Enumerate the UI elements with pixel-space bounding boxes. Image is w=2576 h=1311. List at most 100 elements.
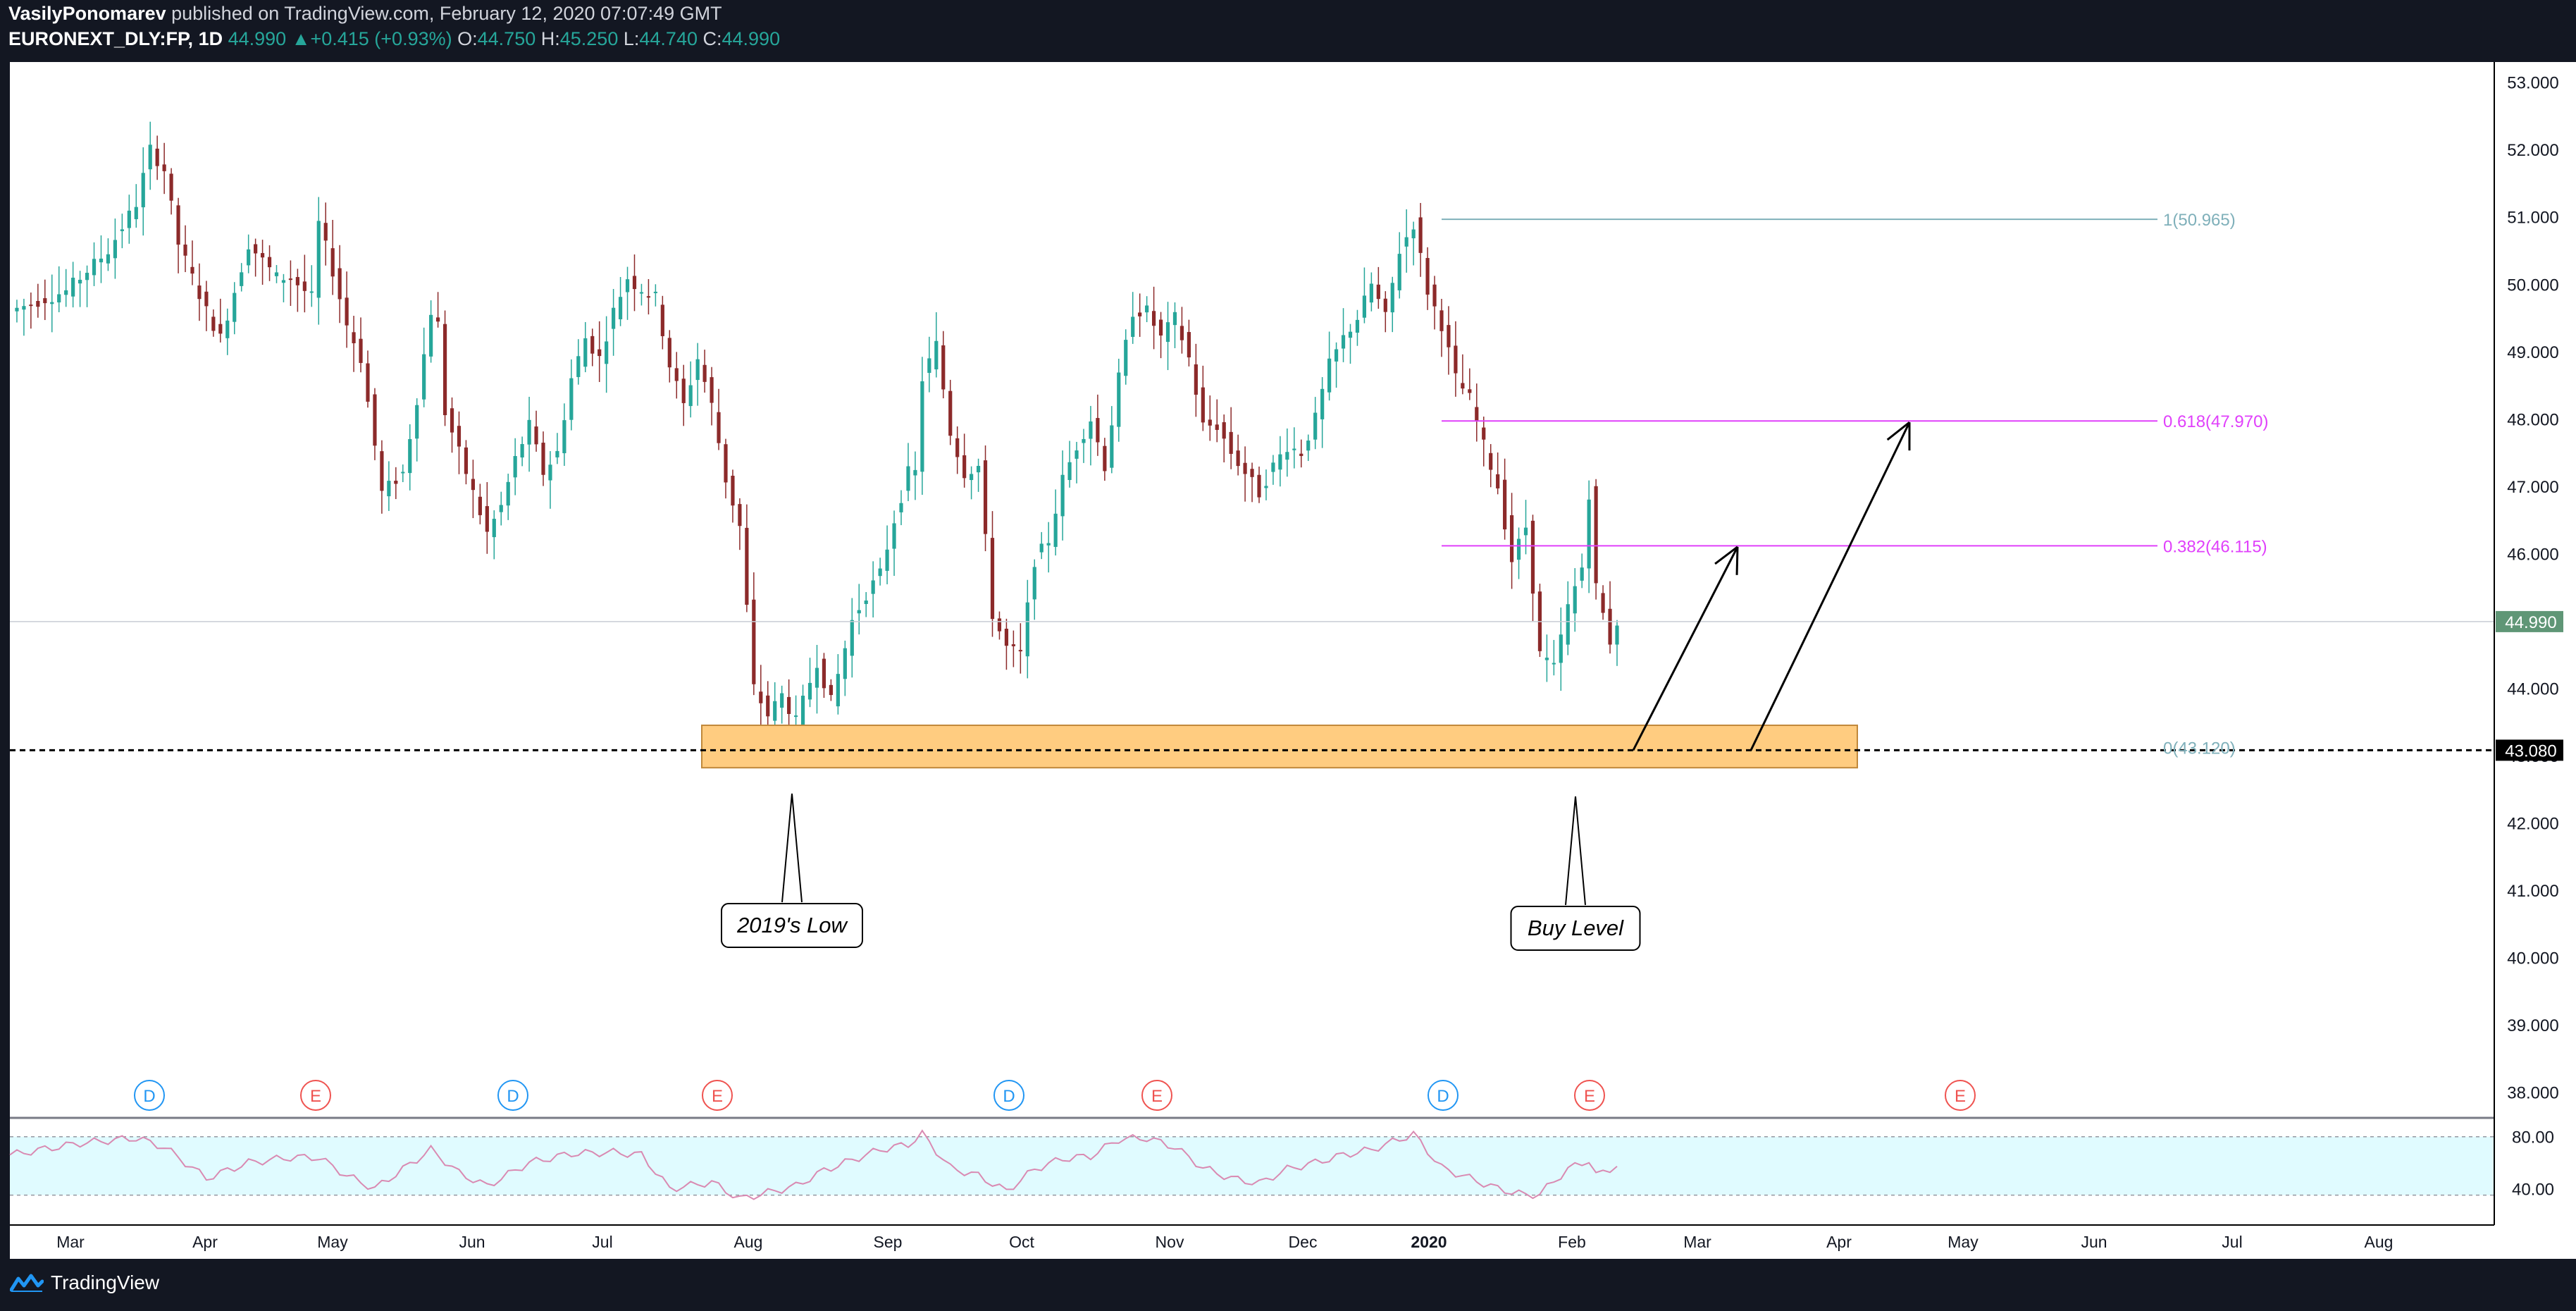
candle-body: [527, 419, 531, 445]
x-tick-label: Dec: [1289, 1233, 1318, 1251]
candle-body: [190, 266, 194, 274]
candle-body: [1320, 388, 1325, 419]
candle-body: [1194, 364, 1198, 395]
earnings-marker[interactable]: [1574, 1080, 1605, 1111]
candle-body: [442, 324, 447, 416]
candle-body: [43, 298, 47, 304]
candle-body: [1552, 663, 1556, 665]
candle-body: [583, 338, 588, 367]
candle-body: [1369, 283, 1373, 303]
candle-body: [983, 460, 988, 534]
rsi-line[interactable]: [9, 1129, 1618, 1200]
x-tick-label: Oct: [1009, 1233, 1034, 1251]
earnings-marker[interactable]: [1945, 1080, 1976, 1111]
dividend-marker[interactable]: [1428, 1080, 1459, 1111]
callout-box[interactable]: [1510, 906, 1641, 951]
projection-arrow[interactable]: [1632, 546, 1739, 751]
y-tick-label: 38.000: [2507, 1084, 2558, 1103]
candle-body: [759, 691, 763, 703]
candle-body: [1257, 474, 1261, 498]
brand-label: TradingView: [51, 1272, 160, 1293]
candle-body: [766, 695, 770, 717]
callout-pointer: [1565, 796, 1586, 906]
chart-header: VasilyPonomarev published on TradingView…: [0, 0, 2576, 62]
projection-arrow[interactable]: [1750, 421, 1911, 751]
candle-body: [197, 285, 202, 300]
x-tick-label: Mar: [1683, 1233, 1711, 1251]
candle-body: [127, 210, 131, 228]
tradingview-brand[interactable]: TradingView: [10, 1272, 159, 1294]
candle-body: [1075, 450, 1079, 459]
candle-body: [752, 599, 756, 684]
candle-body: [373, 394, 377, 446]
x-tick-label: 2020: [1411, 1233, 1447, 1251]
dividend-marker[interactable]: [993, 1080, 1024, 1111]
candle-body: [254, 244, 258, 254]
candle-body: [906, 466, 910, 491]
price-chart[interactable]: 53.000 52.000 51.000 50.000 49.000 48.000 47.0…: [0, 62, 2576, 1259]
candle-body: [176, 205, 180, 245]
earnings-marker[interactable]: [702, 1080, 733, 1111]
price-axis[interactable]: [2494, 62, 2576, 1259]
y-tick-label: 48.000: [2507, 410, 2558, 429]
candle-body: [990, 538, 995, 620]
candle-body: [64, 290, 68, 295]
earnings-marker[interactable]: [300, 1080, 331, 1111]
candle-body: [892, 523, 896, 549]
callout-box[interactable]: [721, 903, 863, 948]
candle-body: [1089, 421, 1093, 439]
candle-body: [955, 438, 960, 457]
rsi-tick-label: 80.00: [2512, 1128, 2554, 1147]
candle-body: [800, 696, 805, 727]
candle-body: [309, 291, 314, 293]
arrow-head: [1714, 546, 1738, 565]
dividend-marker[interactable]: [134, 1080, 165, 1111]
arrow-head: [1886, 421, 1910, 441]
candle-body: [829, 684, 834, 696]
candle-body: [141, 173, 145, 208]
candle-body: [183, 244, 187, 256]
dividend-letter: D: [143, 1087, 155, 1106]
candle-body: [857, 610, 861, 614]
high-label: H:: [540, 28, 560, 49]
candle-body: [1404, 237, 1408, 247]
candle-body: [1425, 258, 1430, 295]
candle-body: [1334, 349, 1339, 362]
plot-background: [10, 62, 2494, 1259]
candle-body: [506, 481, 510, 506]
candle-body: [240, 272, 244, 286]
candle-body: [997, 618, 1002, 632]
last-price-badge: [2496, 610, 2563, 632]
fib-label: 0.618(47.970): [2163, 412, 2268, 431]
time-axis[interactable]: [10, 1225, 2494, 1259]
publish-info: VasilyPonomarev published on TradingView…: [8, 3, 722, 25]
candle-body: [807, 682, 812, 700]
buy-zone[interactable]: [701, 725, 1858, 769]
candle-body: [211, 316, 216, 331]
up-arrow-icon: ▲: [291, 28, 311, 49]
symbol-label[interactable]: EURONEXT_DLY:FP, 1D: [8, 28, 223, 49]
candle-body: [78, 279, 82, 284]
candle-body: [387, 481, 391, 497]
candle-body: [29, 304, 33, 307]
candle-body: [927, 358, 931, 374]
candle-body: [267, 257, 272, 268]
candle-body: [548, 464, 552, 481]
candle-body: [169, 173, 173, 201]
x-tick-label: Mar: [56, 1233, 85, 1251]
x-tick-label: May: [1948, 1233, 1979, 1251]
author-name[interactable]: VasilyPonomarev: [8, 3, 166, 24]
candle-body: [674, 368, 679, 381]
candle-body: [1124, 340, 1128, 376]
earnings-marker[interactable]: [1141, 1080, 1172, 1111]
candle-body: [1011, 644, 1015, 646]
arrow-head: [1735, 546, 1739, 575]
low-value: 44.740: [639, 28, 698, 49]
candle-body: [590, 336, 595, 354]
candle-body: [1250, 469, 1254, 477]
candle-body: [1461, 383, 1465, 389]
candle-body: [1165, 322, 1170, 343]
candle-body: [885, 549, 889, 571]
candle-body: [345, 297, 349, 326]
dividend-marker[interactable]: [497, 1080, 528, 1111]
